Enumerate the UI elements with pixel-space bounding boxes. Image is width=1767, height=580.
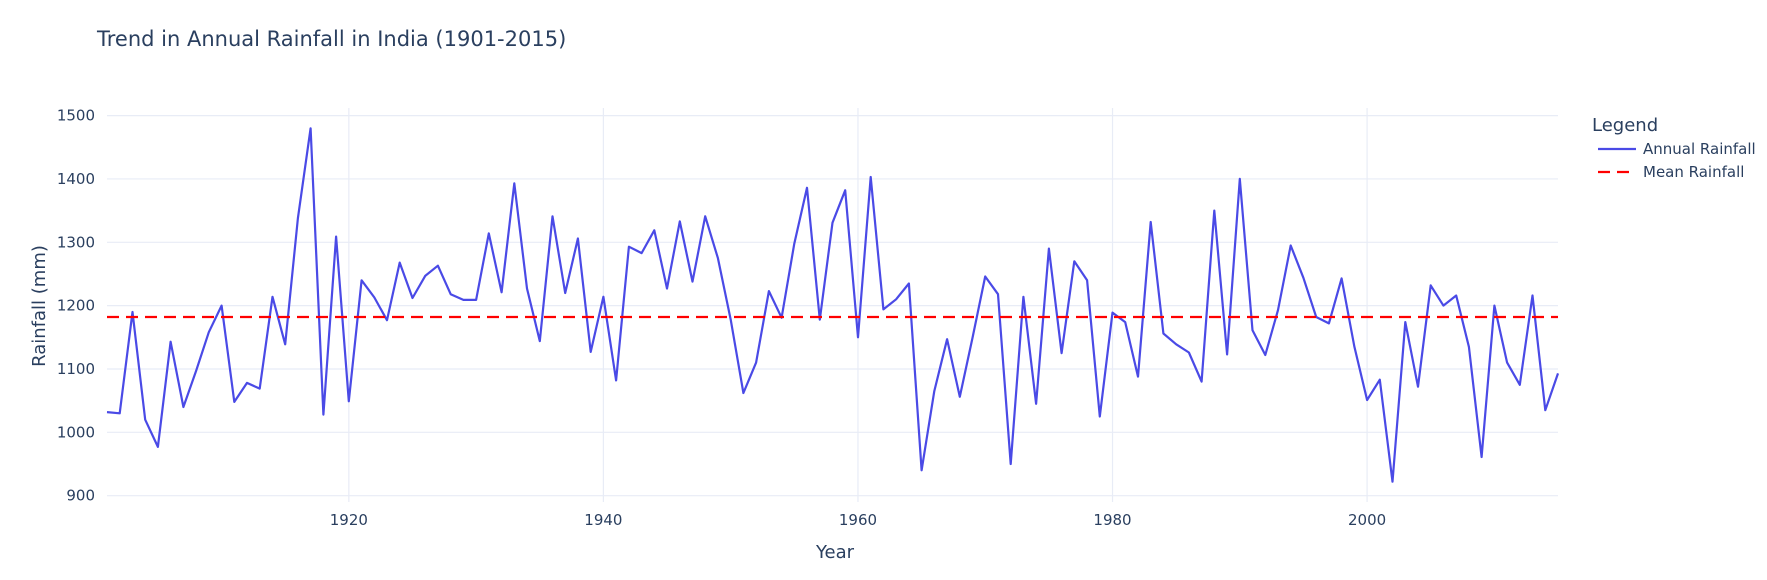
y-axis-ticks: 900 1000 1100 1200 1300 1400 1500 [57,107,95,505]
legend-item-label: Mean Rainfall [1643,163,1744,181]
series-lines [106,127,1560,483]
annual-rainfall-line[interactable] [106,127,1560,483]
x-axis-ticks: 1920 1940 1960 1980 2000 [330,511,1386,529]
x-tick-label: 1940 [584,511,622,529]
y-tick-label: 1400 [57,170,95,188]
y-tick-label: 1100 [57,360,95,378]
chart-title: Trend in Annual Rainfall in India (1901-… [96,27,566,51]
x-tick-label: 1980 [1093,511,1131,529]
x-tick-label: 1920 [330,511,368,529]
y-axis-label: Rainfall (mm) [29,245,50,367]
x-tick-label: 1960 [839,511,877,529]
y-tick-label: 1300 [57,233,95,251]
legend[interactable]: Legend Annual Rainfall Mean Rainfall [1592,115,1756,181]
x-axis-label: Year [815,542,855,563]
legend-title: Legend [1592,115,1658,136]
y-tick-label: 1500 [57,107,95,125]
y-tick-label: 1000 [57,423,95,441]
y-tick-label: 1200 [57,297,95,315]
y-tick-label: 900 [66,487,95,505]
x-tick-label: 2000 [1348,511,1386,529]
grid-lines [107,108,1558,502]
legend-item-label: Annual Rainfall [1643,140,1756,158]
